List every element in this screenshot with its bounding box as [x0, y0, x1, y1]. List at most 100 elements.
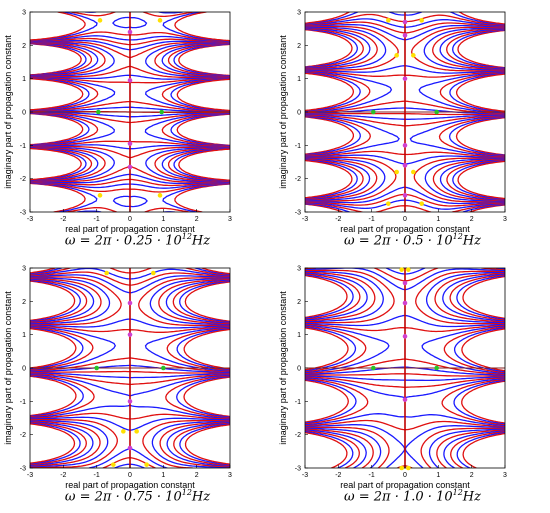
caption-4-exp: 12	[452, 488, 463, 497]
caption-2-prefix: ω = 2π · 0.5 · 10	[344, 233, 453, 249]
caption-4: ω = 2π · 1.0 · 1012Hz	[275, 488, 550, 504]
x-tick-label: -2	[60, 216, 66, 223]
green-point-marker	[371, 365, 376, 371]
green-point-marker	[371, 109, 376, 115]
x-tick-label: -2	[60, 472, 66, 479]
y-tick-label: 2	[22, 43, 26, 50]
y-tick-label: -3	[20, 466, 26, 473]
magenta-point-marker	[402, 280, 408, 286]
x-tick-label: 1	[161, 216, 165, 223]
y-axis-label: imaginary part of propagation constant	[278, 291, 288, 445]
x-tick-label: -1	[94, 472, 100, 479]
y-tick-label: 2	[22, 299, 26, 306]
contour-line	[305, 325, 505, 468]
contour-lines-2	[305, 12, 505, 212]
magenta-point-marker	[127, 300, 133, 306]
contour-plot-2: -3 -2 -1 0 1 2 3 3 2 1 0 -1 -2 -3 real part of propaga…	[278, 10, 507, 235]
contour-line	[305, 269, 505, 468]
caption-4-suffix: Hz	[462, 489, 481, 505]
y-tick-label: -1	[295, 399, 301, 406]
contour-line	[30, 12, 230, 181]
x-tick-label: -2	[335, 216, 341, 223]
yellow-point-marker	[406, 267, 411, 272]
x-tick-label: 2	[195, 216, 199, 223]
magenta-point-marker	[402, 76, 408, 81]
y-tick-label: 3	[22, 266, 26, 273]
yellow-point-marker	[157, 18, 163, 23]
x-tick-label: 1	[436, 216, 440, 223]
green-point-marker	[161, 365, 166, 371]
x-tick-label: 2	[470, 216, 474, 223]
x-axis-label: real part of propagation constant	[340, 224, 470, 234]
x-tick-label: -2	[335, 472, 341, 479]
yellow-point-marker	[157, 193, 163, 198]
contour-line	[305, 12, 505, 200]
yellow-point-marker	[419, 18, 424, 23]
x-tick-label: 0	[128, 472, 132, 479]
x-tick-label: 3	[503, 472, 507, 479]
y-tick-label: 0	[297, 366, 301, 373]
magenta-point-marker	[127, 332, 133, 337]
yellow-point-marker	[411, 53, 416, 58]
magenta-point-marker	[127, 141, 133, 146]
contour-line	[30, 276, 230, 468]
contour-line	[305, 272, 505, 427]
y-tick-label: -3	[295, 466, 301, 473]
chart-panel-2: -3 -2 -1 0 1 2 3 3 2 1 0 -1 -2 -3 real part of propaga…	[275, 0, 550, 256]
y-tick-label: 1	[297, 332, 301, 339]
green-point-marker	[434, 365, 439, 371]
magenta-point-marker	[127, 445, 133, 451]
magenta-point-marker	[402, 19, 408, 25]
y-tick-label: -1	[20, 143, 26, 150]
y-tick-label: -2	[20, 176, 26, 183]
x-tick-label: -3	[27, 216, 33, 223]
caption-2-suffix: Hz	[462, 233, 481, 249]
contour-lines-4	[305, 268, 505, 468]
caption-3-suffix: Hz	[191, 489, 211, 505]
x-tick-label: 0	[128, 216, 132, 223]
magenta-point-marker	[127, 399, 133, 404]
contour-line	[30, 280, 230, 418]
x-axis-label: real part of propagation constant	[65, 224, 195, 234]
x-axis-label: real part of propagation constant	[340, 480, 470, 490]
magenta-point-marker	[402, 163, 408, 168]
chart-panel-4: -3 -2 -1 0 1 2 3 3 2 1 0 -1 -2 -3 real part of propaga…	[275, 256, 550, 512]
green-point-marker	[96, 109, 101, 115]
y-tick-label: -2	[295, 176, 301, 183]
y-tick-label: 1	[297, 76, 301, 83]
yellow-point-marker	[121, 429, 126, 434]
yellow-point-marker	[97, 193, 103, 198]
yellow-point-marker	[144, 462, 149, 467]
chart-panel-3: -3 -2 -1 0 1 2 3 3 2 1 0 -1 -2 -3 real part of propaga…	[0, 256, 275, 512]
y-tick-label: -1	[20, 399, 26, 406]
yellow-point-marker	[399, 267, 404, 272]
y-tick-label: 0	[297, 110, 301, 117]
caption-3-prefix: ω = 2π · 0.75 · 10	[64, 489, 182, 505]
x-tick-label: 3	[503, 216, 507, 223]
yellow-point-marker	[406, 465, 411, 471]
yellow-point-marker	[411, 169, 416, 175]
green-point-marker	[434, 109, 439, 115]
caption-1: ω = 2π · 0.25 · 1012Hz	[0, 232, 275, 248]
y-tick-label: 3	[297, 266, 301, 273]
x-tick-label: -1	[369, 216, 375, 223]
contour-line	[30, 268, 230, 467]
yellow-point-marker	[111, 462, 116, 467]
contour-plot-1: -3 -2 -1 0 1 2 3 3 2 1 0 -1 -2 -3 real part of propaga…	[3, 10, 232, 235]
yellow-point-marker	[419, 201, 424, 206]
yellow-point-marker	[399, 465, 404, 471]
yellow-point-marker	[151, 270, 156, 276]
yellow-point-marker	[97, 18, 103, 23]
y-axis-label: imaginary part of propagation constant	[3, 291, 13, 445]
yellow-point-marker	[104, 270, 109, 276]
y-tick-label: 1	[22, 332, 26, 339]
contour-line	[305, 26, 505, 207]
caption-2-exp: 12	[452, 232, 463, 241]
x-tick-label: 3	[228, 216, 232, 223]
yellow-point-marker	[394, 53, 399, 58]
y-tick-label: 0	[22, 366, 26, 373]
x-tick-label: 0	[403, 216, 407, 223]
y-tick-label: 2	[297, 43, 301, 50]
contour-line	[305, 24, 505, 202]
x-axis-label: real part of propagation constant	[65, 480, 195, 490]
